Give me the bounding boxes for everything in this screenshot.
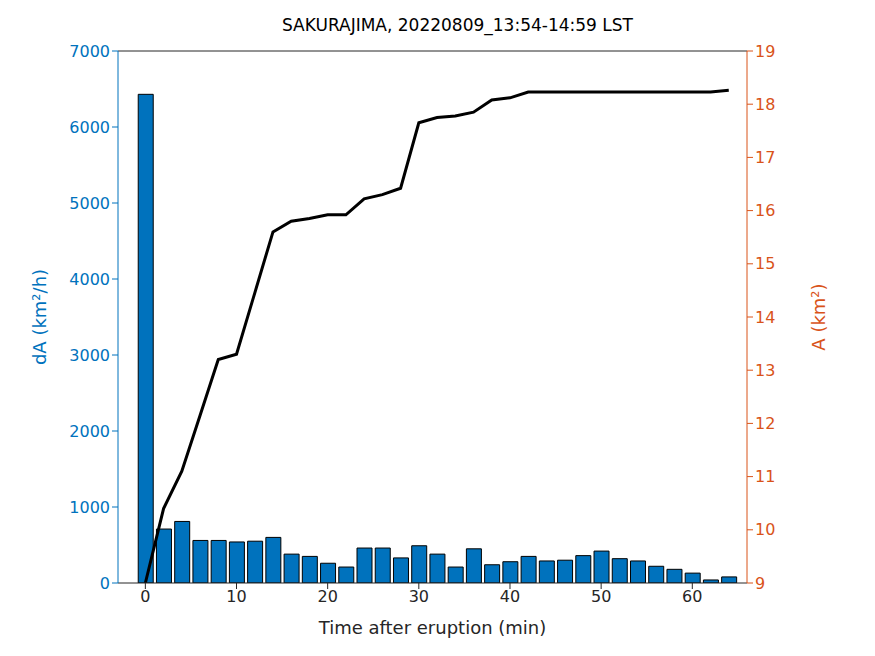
svg-text:6000: 6000 [69,118,110,137]
html-text:SAKURAJIMA, 20220809_13:54-14:: SAKURAJIMA, 20220809_13:54-14:59 LST [282,15,633,35]
svg-text:Time after eruption (min): Time after eruption (min) [318,617,547,638]
svg-text:4000: 4000 [69,270,110,289]
svg-text:40: 40 [500,587,520,606]
svg-text:3000: 3000 [69,346,110,365]
svg-text:20: 20 [317,587,337,606]
svg-text:19: 19 [755,42,775,61]
svg-text:16: 16 [755,201,775,220]
svg-text:0: 0 [140,587,150,606]
svg-text:A (km²): A (km²) [808,283,829,350]
svg-text:11: 11 [755,467,775,486]
svg-text:18: 18 [755,95,775,114]
svg-text:9: 9 [755,574,765,593]
svg-text:12: 12 [755,414,775,433]
svg-text:17: 17 [755,148,775,167]
svg-text:5000: 5000 [69,194,110,213]
svg-text:2000: 2000 [69,422,110,441]
svg-text:13: 13 [755,361,775,380]
svg-text:10: 10 [226,587,246,606]
svg-text:50: 50 [591,587,611,606]
svg-text:15: 15 [755,254,775,273]
svg-text:30: 30 [409,587,429,606]
svg-text:0: 0 [100,574,110,593]
svg-text:14: 14 [755,308,775,327]
svg-text:1000: 1000 [69,498,110,517]
svg-text:7000: 7000 [69,42,110,61]
svg-text:10: 10 [755,520,775,539]
svg-text:60: 60 [682,587,702,606]
svg-text:dA (km²/h): dA (km²/h) [29,269,50,365]
